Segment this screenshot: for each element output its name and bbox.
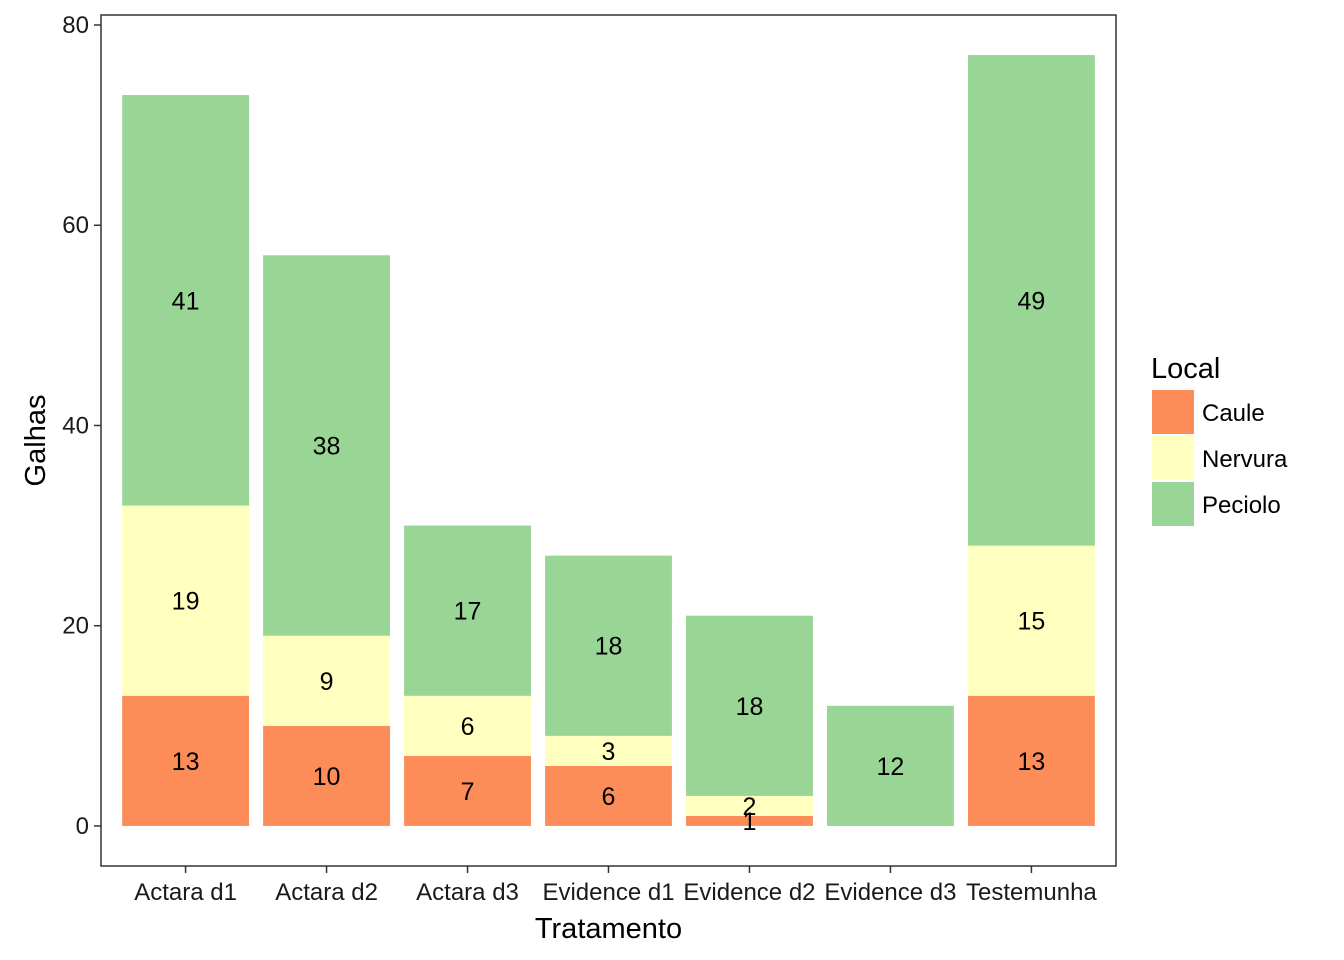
- legend-swatch-nervura: [1152, 436, 1194, 480]
- bar-evidence-d3-peciolo: [827, 705, 954, 826]
- x-tick-label-evidence-d3: Evidence d3: [824, 879, 956, 906]
- bar-label-testemunha-nervura: 15: [1018, 608, 1046, 636]
- bar-actara-d2-peciolo: [263, 255, 390, 636]
- bar-label-evidence-d2-nervura: 2: [743, 793, 757, 821]
- bar-label-actara-d3-caule: 7: [461, 778, 475, 806]
- x-tick-label-testemunha: Testemunha: [966, 879, 1097, 906]
- x-tick-label-evidence-d1: Evidence d1: [542, 879, 674, 906]
- bar-label-evidence-d3-peciolo: 12: [877, 753, 905, 781]
- bar-label-actara-d2-caule: 10: [313, 763, 341, 791]
- legend-title: Local: [1151, 353, 1220, 385]
- legend: Local Caule Nervura Peciolo: [1151, 353, 1288, 526]
- bars-layer: [122, 55, 1095, 826]
- y-tick-label: 40: [62, 412, 89, 439]
- bar-label-actara-d1-caule: 13: [172, 748, 200, 776]
- y-axis: 0 20 40 60 80: [62, 12, 101, 840]
- x-tick-label-actara-d2: Actara d2: [275, 879, 378, 906]
- x-axis-title: Tratamento: [535, 913, 682, 945]
- bar-actara-d3-caule: [404, 755, 531, 826]
- bar-label-actara-d3-nervura: 6: [461, 713, 475, 741]
- legend-swatch-caule: [1152, 390, 1194, 434]
- bar-label-testemunha-caule: 13: [1018, 748, 1046, 776]
- bar-testemunha-caule: [967, 695, 1095, 826]
- bar-actara-d2-caule: [263, 725, 390, 826]
- bar-evidence-d1-nervura: [545, 735, 672, 766]
- x-tick-label-evidence-d2: Evidence d2: [683, 879, 815, 906]
- bar-label-actara-d2-peciolo: 38: [313, 433, 341, 461]
- bar-evidence-d2-nervura: [686, 795, 813, 816]
- bar-evidence-d2-peciolo: [686, 615, 813, 796]
- y-tick-label: 0: [76, 813, 89, 840]
- bar-actara-d2-nervura: [263, 635, 390, 726]
- bar-label-evidence-d1-caule: 6: [602, 783, 616, 811]
- bar-label-evidence-d1-peciolo: 18: [595, 633, 623, 661]
- bar-labels-layer: 13 19 41 10 9 38 7 6 17 6 3 18 12 18 12 13 15 49: [172, 287, 1046, 836]
- legend-label-peciolo: Peciolo: [1202, 492, 1281, 519]
- x-axis: Actara d1 Actara d2 Actara d3 Evidence d1 Ev…: [134, 866, 1097, 906]
- y-tick-label: 20: [62, 613, 89, 640]
- y-tick-label: 60: [62, 212, 89, 239]
- bar-actara-d3-peciolo: [404, 525, 531, 696]
- bar-label-testemunha-peciolo: 49: [1018, 287, 1046, 315]
- bar-label-evidence-d2-caule: 1: [743, 808, 757, 836]
- bar-evidence-d1-caule: [545, 765, 672, 826]
- bar-actara-d1-caule: [122, 695, 250, 826]
- bar-actara-d1-nervura: [122, 505, 250, 696]
- bar-label-actara-d1-peciolo: 41: [172, 287, 200, 315]
- y-axis-title: Galhas: [20, 395, 52, 487]
- bar-label-evidence-d1-nervura: 3: [602, 738, 616, 766]
- bar-actara-d3-nervura: [404, 695, 531, 756]
- bar-evidence-d2-caule: [686, 815, 813, 826]
- bar-label-actara-d2-nervura: 9: [320, 668, 334, 696]
- legend-swatch-peciolo: [1152, 482, 1194, 526]
- bar-actara-d1-peciolo: [122, 95, 250, 506]
- bar-testemunha-peciolo: [967, 55, 1095, 546]
- y-tick-label: 80: [62, 12, 89, 39]
- bar-testemunha-nervura: [967, 545, 1095, 696]
- bar-label-actara-d1-nervura: 19: [172, 588, 200, 616]
- bar-label-actara-d3-peciolo: 17: [454, 598, 482, 626]
- legend-label-caule: Caule: [1202, 400, 1265, 427]
- x-tick-label-actara-d3: Actara d3: [416, 879, 519, 906]
- bar-evidence-d1-peciolo: [545, 555, 672, 736]
- x-tick-label-actara-d1: Actara d1: [134, 879, 237, 906]
- legend-label-nervura: Nervura: [1202, 446, 1288, 473]
- bar-label-evidence-d2-peciolo: 18: [736, 693, 764, 721]
